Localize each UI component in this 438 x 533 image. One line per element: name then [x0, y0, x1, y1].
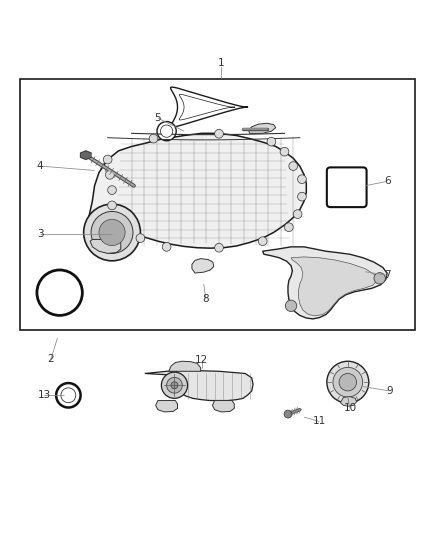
Circle shape — [37, 270, 82, 316]
Circle shape — [106, 171, 114, 179]
Text: 11: 11 — [313, 416, 326, 426]
Bar — [20, 79, 416, 330]
Text: 4: 4 — [37, 161, 43, 171]
Polygon shape — [145, 370, 253, 400]
Circle shape — [297, 192, 306, 201]
Polygon shape — [88, 133, 306, 248]
Text: 9: 9 — [386, 386, 392, 396]
Circle shape — [103, 155, 112, 164]
FancyBboxPatch shape — [327, 167, 367, 207]
Polygon shape — [90, 239, 121, 253]
Polygon shape — [212, 400, 234, 412]
Circle shape — [293, 210, 302, 219]
Circle shape — [149, 134, 158, 143]
Text: 2: 2 — [48, 354, 54, 364]
Circle shape — [267, 138, 276, 146]
Circle shape — [215, 244, 223, 252]
Circle shape — [297, 175, 306, 183]
Circle shape — [136, 234, 145, 243]
Circle shape — [285, 223, 293, 231]
Circle shape — [110, 214, 119, 223]
Text: 10: 10 — [343, 403, 357, 414]
Circle shape — [327, 361, 369, 403]
Text: 6: 6 — [384, 176, 390, 187]
Polygon shape — [249, 123, 276, 133]
Circle shape — [157, 122, 176, 141]
Circle shape — [374, 272, 385, 284]
Polygon shape — [169, 361, 201, 372]
Circle shape — [61, 388, 76, 403]
Text: 7: 7 — [384, 270, 390, 280]
Circle shape — [284, 410, 292, 418]
Circle shape — [99, 220, 125, 246]
Text: 8: 8 — [203, 294, 209, 304]
Polygon shape — [291, 257, 377, 316]
Circle shape — [162, 243, 171, 251]
Polygon shape — [170, 87, 247, 127]
Text: 5: 5 — [155, 113, 161, 123]
Circle shape — [289, 161, 297, 171]
Circle shape — [333, 367, 363, 397]
Circle shape — [108, 201, 117, 210]
Circle shape — [280, 147, 289, 156]
Polygon shape — [263, 247, 387, 319]
Circle shape — [91, 212, 133, 253]
Circle shape — [166, 377, 182, 393]
Text: 1: 1 — [218, 59, 225, 68]
Circle shape — [339, 374, 357, 391]
Text: 13: 13 — [38, 390, 51, 400]
Polygon shape — [192, 259, 214, 273]
Text: 3: 3 — [37, 229, 43, 239]
Text: 12: 12 — [195, 356, 208, 365]
Polygon shape — [340, 397, 357, 406]
Circle shape — [161, 372, 187, 398]
Polygon shape — [81, 151, 91, 159]
Polygon shape — [155, 400, 177, 412]
Circle shape — [56, 383, 81, 408]
Circle shape — [258, 237, 267, 246]
Circle shape — [215, 130, 223, 138]
Circle shape — [84, 204, 141, 261]
Circle shape — [108, 185, 117, 195]
Circle shape — [160, 125, 173, 138]
Circle shape — [286, 300, 297, 311]
Circle shape — [171, 382, 178, 389]
